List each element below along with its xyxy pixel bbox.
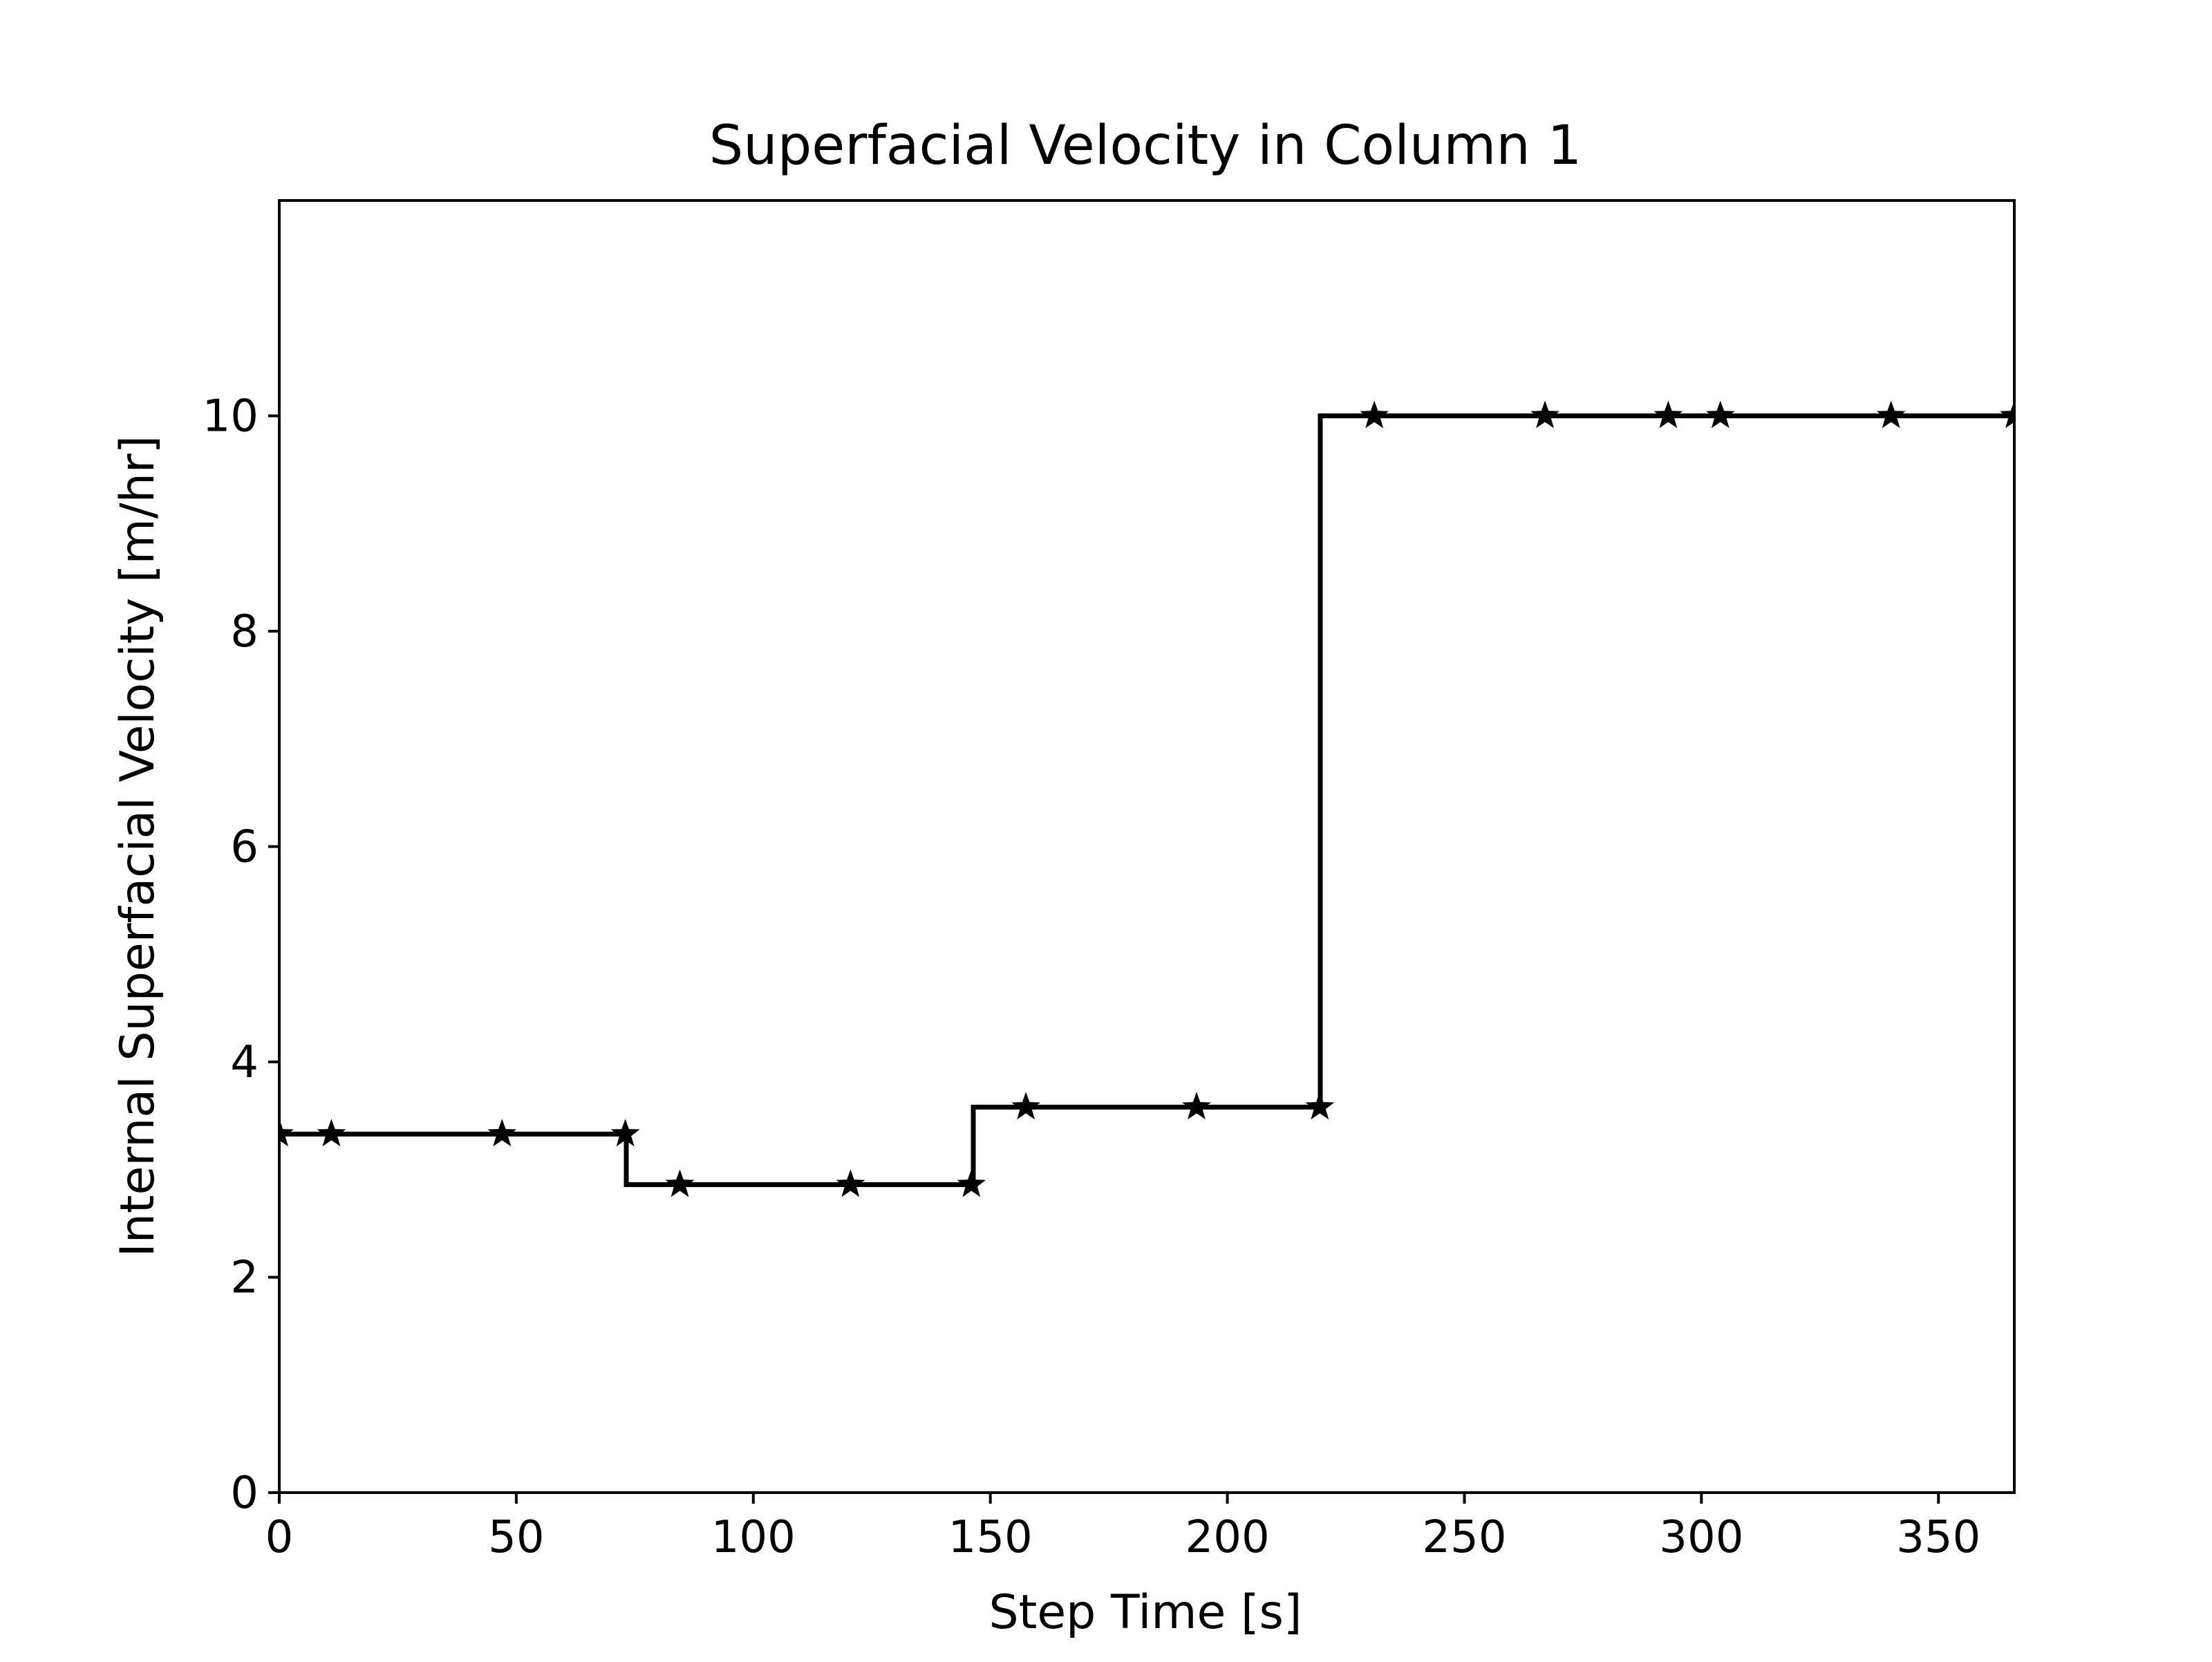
series-markers bbox=[279, 400, 2014, 1197]
x-tick-label: 0 bbox=[265, 1512, 294, 1563]
y-tick-label: 10 bbox=[203, 391, 259, 442]
x-tick-label: 100 bbox=[711, 1512, 796, 1563]
data-point-marker bbox=[279, 1119, 294, 1147]
data-point-marker bbox=[665, 1169, 695, 1197]
x-tick-label: 350 bbox=[1896, 1512, 1980, 1563]
data-point-marker bbox=[1182, 1092, 1211, 1120]
y-tick-label: 6 bbox=[230, 822, 259, 873]
x-axis-ticks: 0 50 100 150 200 250 300 350 bbox=[265, 1493, 1980, 1563]
data-point-marker bbox=[1305, 1092, 1335, 1120]
plot-area bbox=[279, 400, 2014, 1197]
y-tick-label: 0 bbox=[230, 1468, 259, 1519]
x-tick-label: 250 bbox=[1422, 1512, 1506, 1563]
y-tick-label: 2 bbox=[230, 1253, 259, 1304]
data-point-marker bbox=[1705, 400, 1735, 429]
y-tick-label: 8 bbox=[230, 606, 259, 657]
data-point-marker bbox=[836, 1169, 865, 1197]
data-point-marker bbox=[487, 1119, 517, 1147]
x-tick-label: 50 bbox=[488, 1512, 544, 1563]
series-step-line bbox=[279, 413, 2014, 1188]
data-point-marker bbox=[610, 1119, 640, 1147]
data-point-marker bbox=[957, 1169, 986, 1197]
y-axis-label: Internal Superfacial Velocity [m/hr] bbox=[111, 436, 165, 1258]
y-tick-label: 4 bbox=[230, 1037, 259, 1088]
data-point-marker bbox=[2000, 400, 2014, 429]
data-point-marker bbox=[1653, 400, 1683, 429]
x-tick-label: 150 bbox=[948, 1512, 1033, 1563]
x-tick-label: 300 bbox=[1659, 1512, 1743, 1563]
x-tick-label: 200 bbox=[1185, 1512, 1270, 1563]
y-axis-ticks: 0 2 4 6 8 10 bbox=[203, 391, 279, 1519]
data-point-marker bbox=[1011, 1092, 1041, 1120]
plot-frame bbox=[278, 199, 2016, 1494]
data-point-marker bbox=[1876, 400, 1906, 429]
data-point-marker bbox=[317, 1119, 346, 1147]
data-point-marker bbox=[1530, 400, 1559, 429]
x-axis-label: Step Time [s] bbox=[989, 1585, 1302, 1640]
chart-title: Superfacial Velocity in Column 1 bbox=[709, 115, 1582, 177]
data-point-marker bbox=[1360, 400, 1389, 429]
